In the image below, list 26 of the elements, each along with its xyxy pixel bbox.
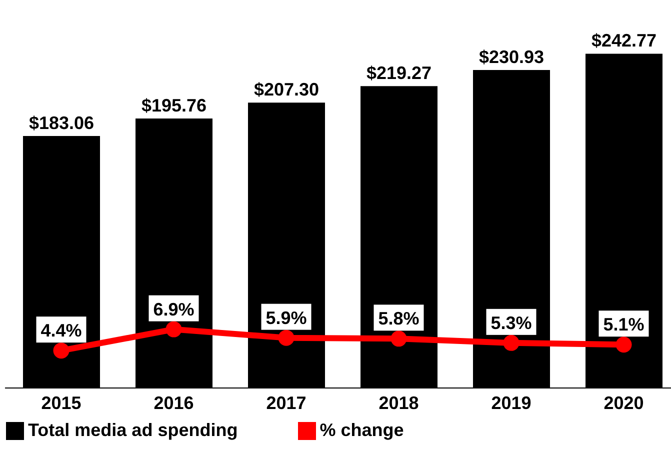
point <box>53 342 70 359</box>
data-label: 5.8% <box>378 308 420 329</box>
data-label: $230.93 <box>478 47 544 68</box>
data-label: $207.30 <box>254 80 320 100</box>
x-tick-label: 2020 <box>604 392 644 413</box>
data-label: $219.27 <box>366 63 432 84</box>
data-label: 6.9% <box>153 299 194 320</box>
x-tick-label: 2016 <box>154 392 194 413</box>
data-label: 4.4% <box>40 320 82 341</box>
data-label: $195.76 <box>141 95 207 116</box>
legend-label: % change <box>320 420 404 441</box>
point <box>278 330 294 346</box>
point <box>503 334 520 351</box>
legend-label: Total media ad spending <box>28 420 238 441</box>
x-tick-label: 2015 <box>41 392 82 413</box>
data-label: 5.3% <box>490 312 532 333</box>
point <box>166 321 182 338</box>
x-tick-label: 2017 <box>266 392 306 413</box>
data-label: 5.1% <box>603 314 644 335</box>
data-label: $242.77 <box>591 30 657 51</box>
point <box>390 330 407 347</box>
point <box>616 336 632 353</box>
x-tick-label: 2019 <box>491 392 532 413</box>
x-tick-label: 2018 <box>378 392 419 413</box>
data-label: 5.9% <box>266 308 307 328</box>
data-label: $183.06 <box>28 112 94 133</box>
